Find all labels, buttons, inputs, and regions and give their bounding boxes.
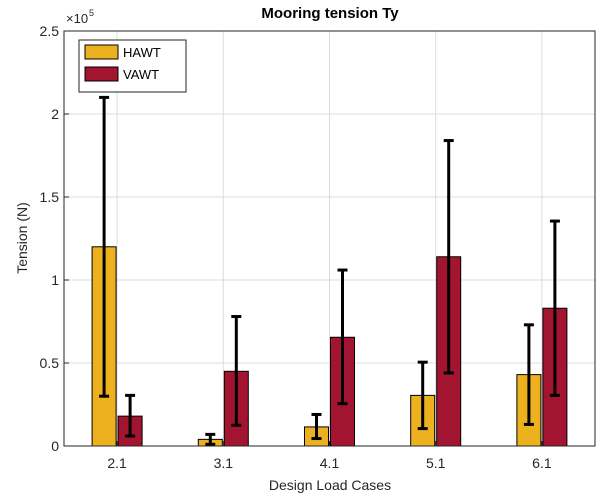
y-tick-label: 1 — [51, 272, 59, 288]
x-tick-label: 2.1 — [107, 455, 127, 471]
legend-swatch-vawt — [85, 67, 118, 81]
exponent-power: 5 — [89, 8, 94, 18]
x-tick-label: 5.1 — [426, 455, 446, 471]
x-tick-label: 3.1 — [214, 455, 234, 471]
chart-title: Mooring tension Ty — [261, 5, 399, 22]
legend-swatch-hawt — [85, 45, 118, 59]
y-tick-label: 2.5 — [40, 23, 60, 39]
x-tick-label: 4.1 — [320, 455, 340, 471]
exponent-base: ×10 — [66, 11, 88, 26]
x-tick-label: 6.1 — [532, 455, 552, 471]
y-tick-label: 0.5 — [40, 355, 60, 371]
y-tick-label: 2 — [51, 106, 59, 122]
y-axis-label: Tension (N) — [14, 202, 30, 274]
legend-label-hawt: HAWT — [123, 45, 161, 60]
legend: HAWT VAWT — [79, 40, 186, 92]
legend-label-vawt: VAWT — [123, 67, 159, 82]
y-tick-label: 1.5 — [40, 189, 60, 205]
x-axis-label: Design Load Cases — [269, 477, 391, 493]
y-tick-label: 0 — [51, 438, 59, 454]
